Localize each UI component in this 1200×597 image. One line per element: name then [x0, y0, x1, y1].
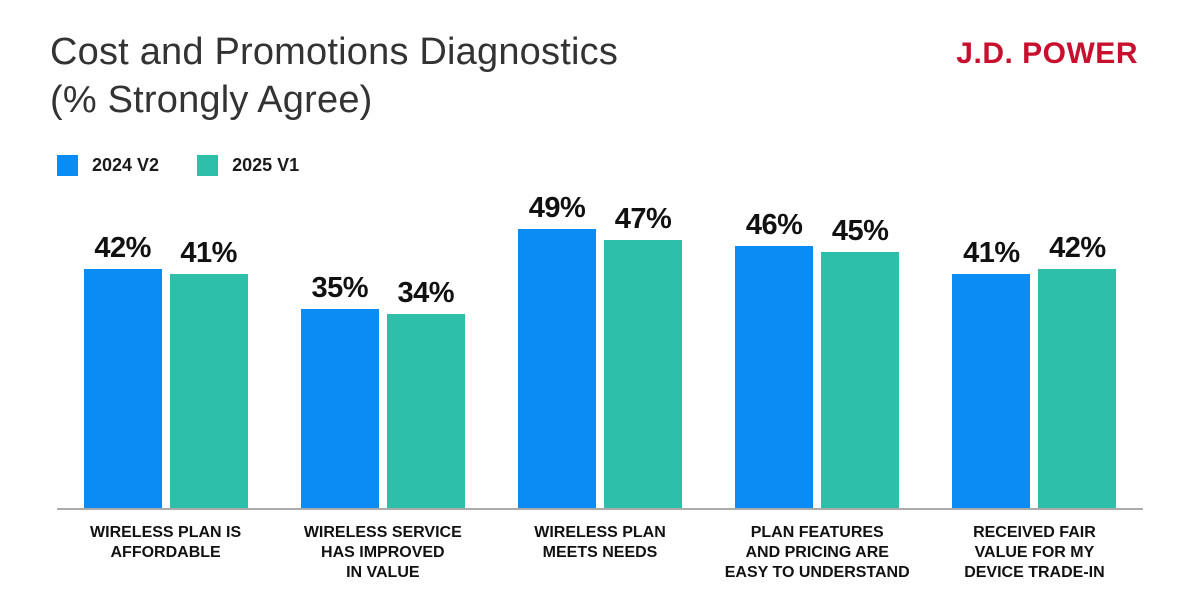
chart-title: Cost and Promotions Diagnostics (% Stron… — [50, 28, 618, 124]
bar-value-label: 34% — [397, 277, 455, 310]
bar-2025-v1 — [821, 251, 900, 508]
bar-value-label: 35% — [311, 271, 369, 304]
legend-label-2025-v1: 2025 V1 — [232, 155, 300, 175]
bar-value-label: 45% — [831, 214, 889, 247]
chart-legend: 2024 V2 2025 V1 — [57, 155, 299, 176]
bar-group: 42% 41% — [57, 185, 274, 508]
bar-with-label: 35% — [300, 271, 379, 508]
chart-groups: 42% 41% 35% 34% 49% 47% 46% 45% 41% 42% — [57, 185, 1143, 508]
category-label: PLAN FEATURES AND PRICING ARE EASY TO UN… — [724, 524, 910, 581]
bar-2025-v1 — [1038, 268, 1117, 508]
chart-title-line1: Cost and Promotions Diagnostics — [50, 31, 619, 73]
bar-with-label: 42% — [1038, 231, 1117, 508]
bar-value-label: 49% — [528, 191, 586, 224]
bar-2025-v1 — [169, 274, 248, 508]
x-axis-line — [57, 508, 1143, 510]
legend-swatch-2024-v2 — [57, 155, 78, 176]
bar-group: 35% 34% — [274, 185, 491, 508]
bar-2024-v2 — [952, 274, 1031, 508]
axis-labels: WIRELESS PLAN IS AFFORDABLE WIRELESS SERV… — [57, 523, 1143, 583]
legend-item-2025-v1: 2025 V1 — [197, 155, 299, 176]
bar-value-label: 46% — [745, 208, 803, 241]
bar-2025-v1 — [604, 240, 682, 508]
bar-group: 49% 47% — [491, 185, 708, 508]
legend-swatch-2025-v1 — [197, 155, 219, 176]
bar-with-label: 45% — [821, 214, 900, 508]
bar-value-label: 41% — [180, 237, 237, 270]
bar-group: 41% 42% — [926, 185, 1143, 508]
legend-item-2024-v2: 2024 V2 — [57, 155, 159, 176]
bar-with-label: 41% — [952, 237, 1031, 508]
bar-with-label: 49% — [518, 191, 596, 508]
bar-2024-v2 — [300, 308, 379, 508]
bar-with-label: 34% — [386, 277, 465, 508]
bar-with-label: 41% — [169, 237, 248, 508]
bar-value-label: 41% — [963, 237, 1020, 270]
bar-2024-v2 — [83, 268, 162, 508]
bar-with-label: 42% — [83, 231, 162, 508]
bar-group: 46% 45% — [709, 185, 926, 508]
bar-value-label: 42% — [94, 231, 151, 264]
category-label: RECEIVED FAIR VALUE FOR MY DEVICE TRADE-… — [964, 524, 1105, 581]
bar-value-label: 47% — [614, 203, 672, 236]
category-label: WIRELESS SERVICE HAS IMPROVED IN VALUE — [303, 524, 462, 581]
bar-2024-v2 — [735, 245, 814, 508]
bar-value-label: 42% — [1049, 231, 1106, 264]
chart-title-line2: (% Strongly Agree) — [50, 79, 373, 121]
bar-2024-v2 — [518, 228, 596, 508]
jdpower-logo: J.D. POWER — [956, 37, 1138, 70]
bar-with-label: 47% — [604, 205, 682, 508]
bar-2025-v1 — [386, 314, 465, 508]
legend-label-2024-v2: 2024 V2 — [92, 155, 160, 175]
bar-chart: 42% 41% 35% 34% 49% 47% 46% 45% 41% 42% WIRELESS … — [57, 185, 1143, 583]
bar-with-label: 46% — [735, 208, 814, 508]
category-label: WIRELESS PLAN IS AFFORDABLE — [90, 524, 242, 561]
category-label: WIRELESS PLAN MEETS NEEDS — [534, 524, 666, 561]
